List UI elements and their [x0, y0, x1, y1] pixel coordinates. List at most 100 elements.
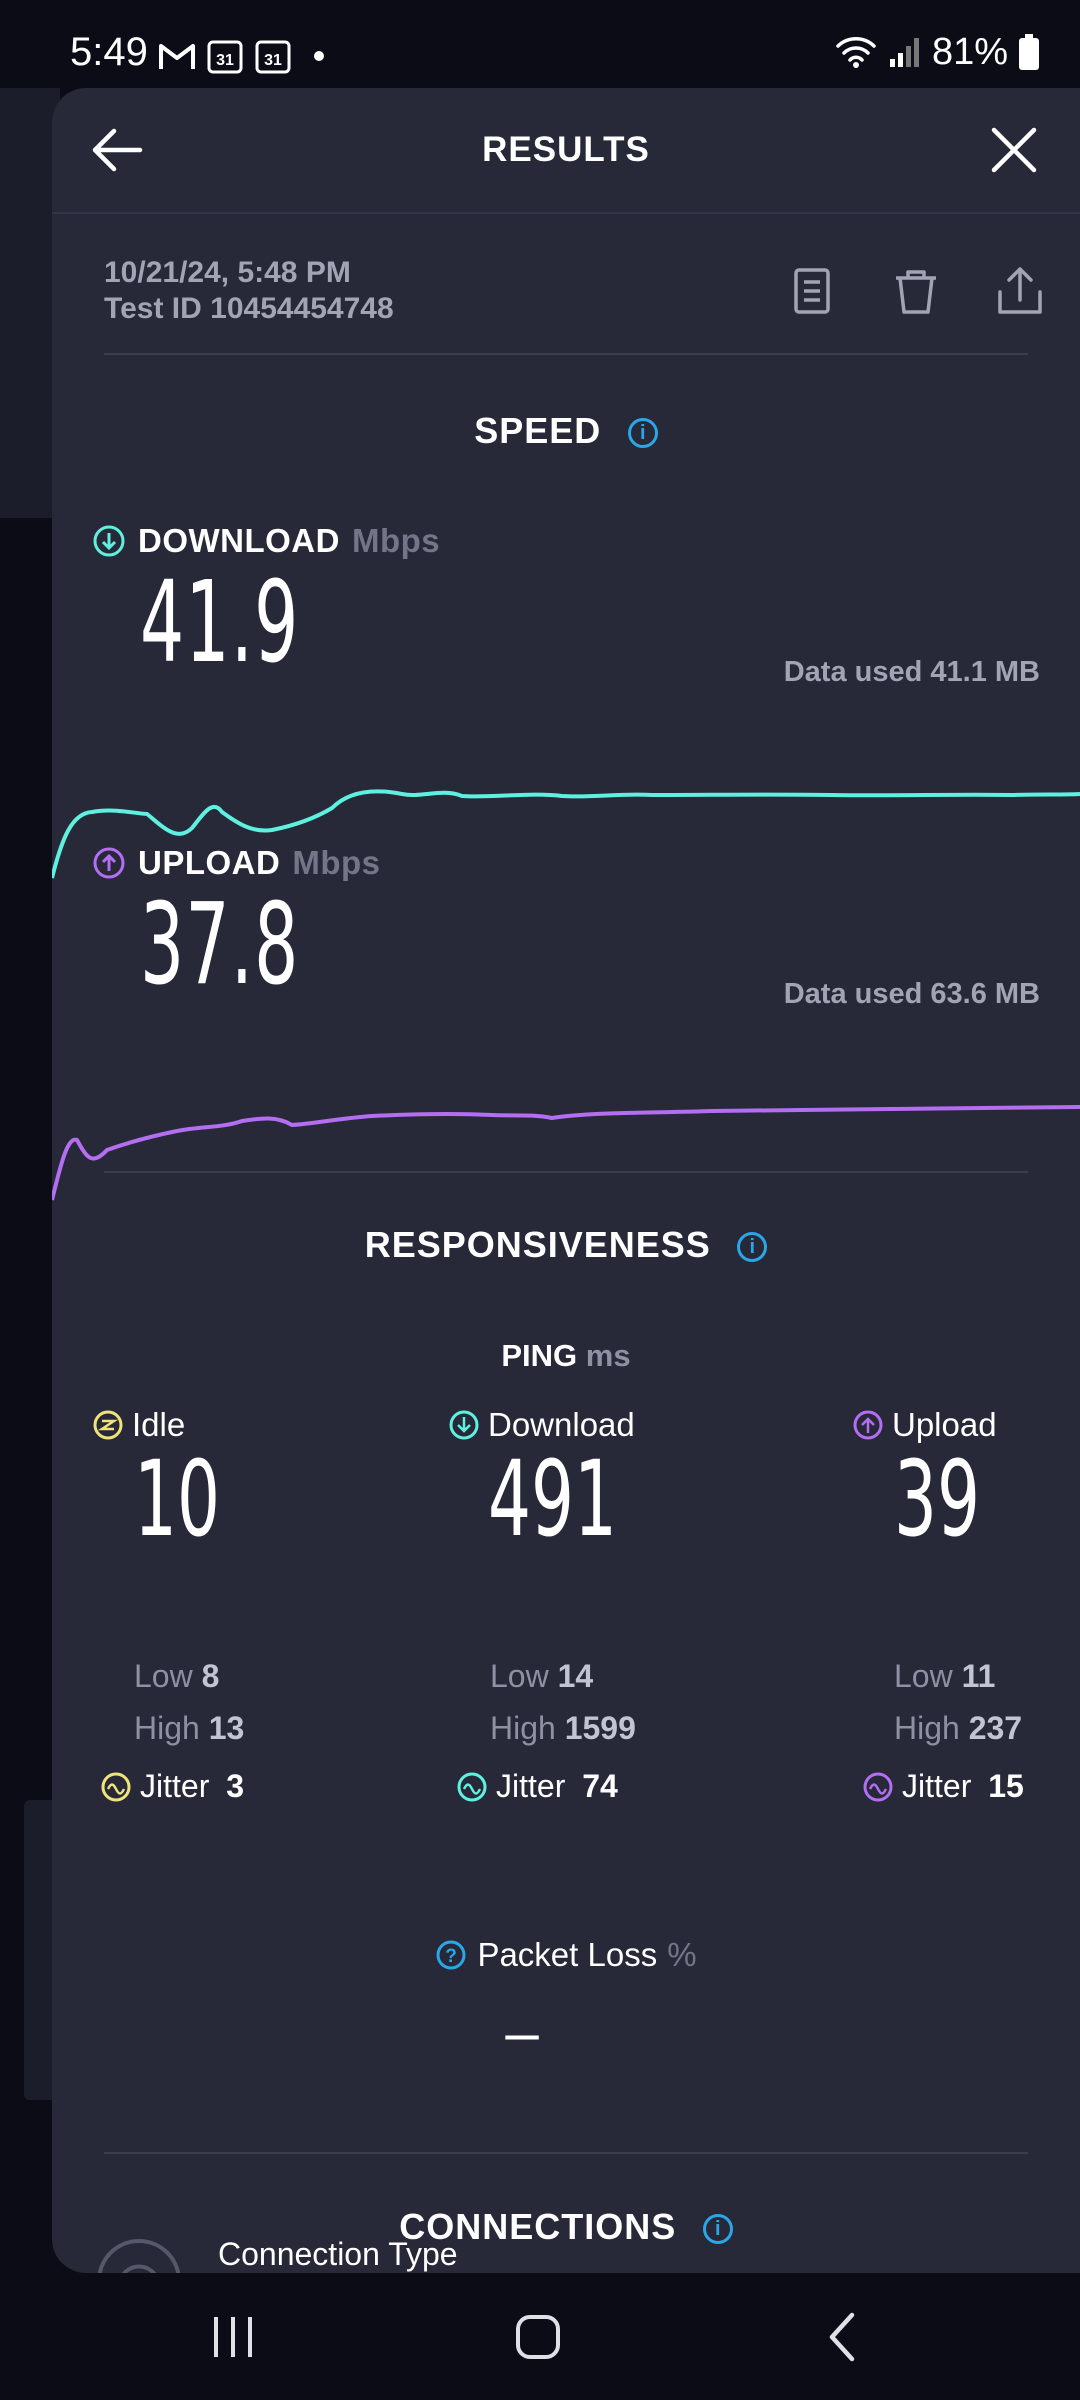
- low-label: Low: [134, 1658, 193, 1694]
- jitter-label: Jitter: [496, 1768, 575, 1804]
- high-label: High: [134, 1710, 200, 1746]
- packet-loss-header: ? Packet Loss %: [52, 1936, 1080, 1974]
- divider: [104, 353, 1028, 355]
- upload-arrow-icon: [853, 1410, 883, 1440]
- ping-download-label: Download: [488, 1406, 635, 1443]
- ping-idle-header: Idle: [92, 1406, 352, 1444]
- responsiveness-title: RESPONSIVENESS: [364, 1224, 711, 1265]
- ping-upload-high: High 237: [894, 1710, 1022, 1747]
- upload-unit: Mbps: [292, 844, 381, 881]
- high-value: 1599: [564, 1710, 636, 1746]
- speed-title: SPEED: [474, 410, 602, 451]
- ping-download-low: Low 14: [490, 1658, 593, 1695]
- calendar-icon: 31: [255, 40, 291, 74]
- results-sheet: RESULTS 10/21/24, 5:48 PM Test ID 104544…: [52, 88, 1080, 2273]
- ping-download-high: High 1599: [490, 1710, 636, 1747]
- results-list-icon[interactable]: [784, 264, 840, 320]
- jitter-icon: [457, 1772, 487, 1801]
- idle-icon: [93, 1410, 123, 1440]
- battery-percent: 81%: [931, 30, 1008, 73]
- download-label: DOWNLOAD: [138, 522, 340, 559]
- trash-icon[interactable]: [888, 264, 944, 320]
- gmail-icon: [159, 44, 195, 69]
- connections-title: CONNECTIONS: [399, 2206, 677, 2247]
- ping-upload-label: Upload: [892, 1406, 997, 1443]
- ping-unit: ms: [585, 1338, 631, 1373]
- ping-upload-jitter: Jitter 15: [862, 1768, 1024, 1805]
- ping-idle: Idle 10: [92, 1406, 352, 1560]
- connections-section-header: CONNECTIONS i: [52, 2206, 1080, 2248]
- low-value: 11: [961, 1658, 996, 1694]
- low-label: Low: [894, 1658, 953, 1694]
- ping-download-header: Download: [448, 1406, 708, 1444]
- jitter-label: Jitter: [140, 1768, 219, 1804]
- ping-upload-value: 39: [894, 1438, 981, 1560]
- back-arrow-icon[interactable]: [86, 118, 150, 182]
- divider: [104, 2152, 1028, 2154]
- test-id-value: 10454454748: [210, 292, 394, 325]
- ping-idle-value: 10: [134, 1438, 221, 1560]
- ping-header: PING ms: [52, 1338, 1080, 1374]
- info-icon[interactable]: i: [702, 2214, 733, 2244]
- download-header: DOWNLOAD Mbps: [92, 522, 440, 560]
- high-value: 237: [968, 1710, 1023, 1746]
- ping-label: PING: [501, 1338, 578, 1373]
- packet-loss-value: –: [505, 1999, 539, 2066]
- background-app: [0, 88, 60, 518]
- info-icon[interactable]: i: [737, 1232, 768, 1262]
- jitter-value: 3: [226, 1768, 245, 1804]
- jitter-value: 74: [582, 1768, 618, 1804]
- speed-section-header: SPEED i: [52, 410, 1080, 452]
- back-icon[interactable]: [822, 2311, 862, 2363]
- ping-download-value: 491: [488, 1438, 618, 1560]
- download-speed-value: 41.9: [140, 558, 300, 688]
- navigation-bar: [0, 2273, 1080, 2400]
- close-icon[interactable]: [982, 118, 1046, 182]
- notification-icons: 31 31: [158, 36, 324, 76]
- jitter-value: 15: [988, 1768, 1024, 1804]
- recent-apps-icon[interactable]: [208, 2313, 258, 2361]
- ping-idle-label: Idle: [132, 1406, 186, 1443]
- ping-idle-low: Low 8: [134, 1658, 219, 1695]
- packet-loss-unit: %: [667, 1936, 697, 1973]
- battery-icon: [1019, 34, 1039, 70]
- jitter-icon: [863, 1772, 893, 1801]
- status-time: 5:49: [70, 30, 148, 74]
- ping-upload-low: Low 11: [894, 1658, 995, 1695]
- share-icon[interactable]: [992, 264, 1048, 320]
- jitter-icon: [101, 1772, 131, 1801]
- svg-text:?: ?: [446, 1946, 458, 1967]
- high-label: High: [490, 1710, 556, 1746]
- ping-upload: Upload 39: [852, 1406, 1080, 1560]
- upload-arrow-icon: [93, 847, 125, 879]
- status-right: 81%: [834, 30, 1040, 74]
- home-icon[interactable]: [512, 2311, 564, 2363]
- ping-idle-high: High 13: [134, 1710, 244, 1747]
- help-icon[interactable]: ?: [435, 1939, 467, 1971]
- ping-download: Download 491: [448, 1406, 708, 1560]
- calendar-icon: 31: [207, 40, 243, 74]
- connection-type-icon: [97, 2239, 181, 2273]
- ping-upload-header: Upload: [852, 1406, 1080, 1444]
- test-id-label: Test ID: [104, 292, 202, 325]
- signal-icon: [889, 38, 919, 67]
- svg-text:31: 31: [264, 52, 282, 69]
- header: RESULTS: [52, 88, 1080, 214]
- connection-type-label: Connection Type: [218, 2236, 458, 2272]
- more-notifications-dot: [314, 51, 324, 61]
- low-value: 8: [201, 1658, 220, 1694]
- low-value: 14: [557, 1658, 594, 1694]
- test-id: Test ID 10454454748: [104, 292, 394, 326]
- divider: [104, 1171, 1028, 1173]
- high-label: High: [894, 1710, 960, 1746]
- upload-speed-value: 37.8: [140, 880, 300, 1010]
- ping-idle-jitter: Jitter 3: [100, 1768, 244, 1805]
- info-icon[interactable]: i: [627, 418, 658, 448]
- ping-download-jitter: Jitter 74: [456, 1768, 618, 1805]
- packet-loss-label: Packet Loss: [477, 1936, 658, 1973]
- low-label: Low: [490, 1658, 549, 1694]
- test-date: 10/21/24, 5:48 PM: [104, 256, 351, 289]
- download-unit: Mbps: [351, 522, 441, 559]
- jitter-label: Jitter: [902, 1768, 981, 1804]
- upload-label: UPLOAD: [138, 844, 281, 881]
